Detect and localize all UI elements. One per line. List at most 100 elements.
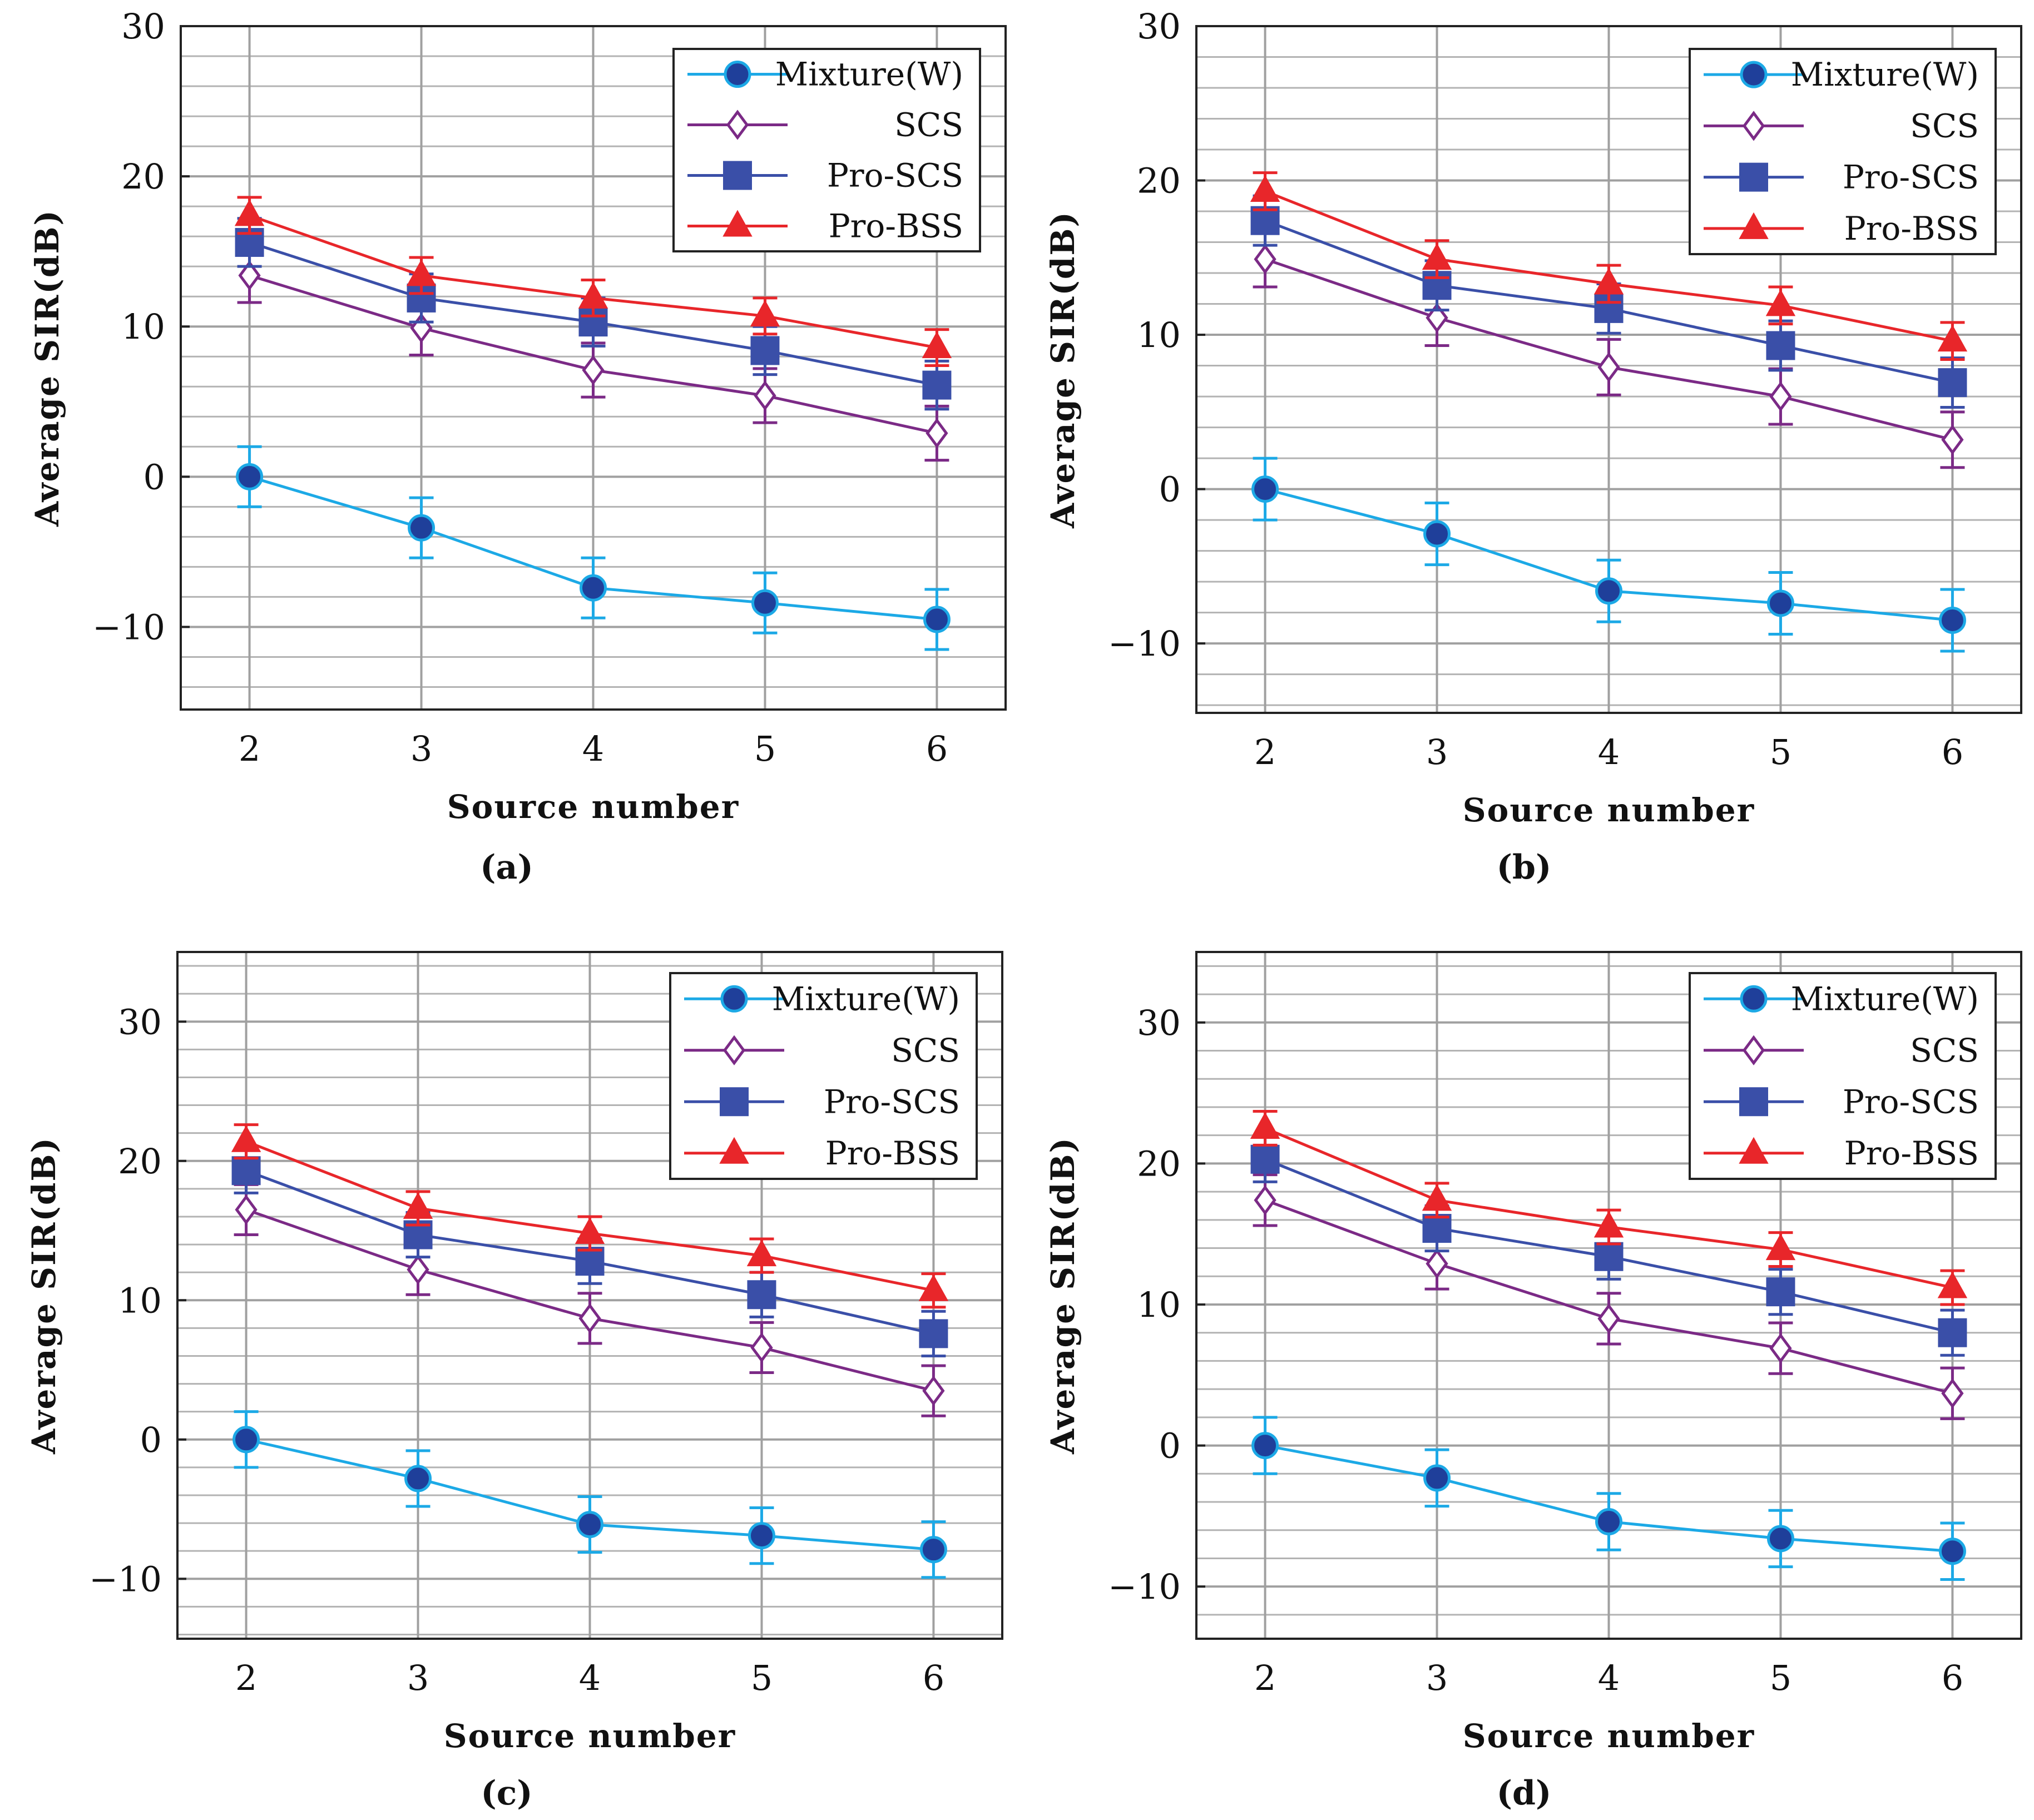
series-mixture	[232, 1410, 947, 1579]
data-point-square	[231, 1156, 261, 1186]
panel-caption: (a)	[480, 848, 533, 887]
series-pro-bss	[1250, 171, 1968, 361]
data-point-square	[575, 1247, 605, 1276]
legend-entry-scs: SCS	[1704, 1032, 1979, 1069]
legend: Mixture(W) SCS Pro-SCS Pro-BSS	[672, 48, 981, 252]
legend-marker-diamond	[726, 110, 749, 140]
data-point-triangle	[1937, 1271, 1968, 1298]
legend-entry-scs: SCS	[687, 106, 963, 144]
series-mixture	[1251, 1416, 1966, 1581]
x-tick-label: 6	[1942, 732, 1963, 772]
data-point-triangle	[1593, 1211, 1624, 1238]
chart-panel-c: −10 0 10 20 30 2 3 4 5 6 Source number Average SIR(…	[25, 951, 1003, 1813]
data-point-square	[1938, 1318, 1967, 1347]
data-point-diamond	[407, 1254, 429, 1285]
legend-entry-pro-scs: Pro-SCS	[1704, 1083, 1979, 1120]
data-point-triangle	[1422, 243, 1452, 270]
legend-entry-pro-scs: Pro-SCS	[684, 1083, 960, 1120]
data-point-triangle	[1937, 325, 1968, 352]
data-point-square	[1594, 1242, 1624, 1271]
data-point-triangle	[922, 331, 952, 359]
y-axis-label: Average SIR(dB)	[25, 1137, 63, 1455]
x-tick-label: 2	[235, 1658, 257, 1698]
y-axis-label: Average SIR(dB)	[1044, 211, 1082, 529]
x-tick-label: 2	[1254, 732, 1276, 772]
panel-caption: (b)	[1497, 848, 1552, 887]
x-tick-label: 5	[754, 728, 776, 769]
x-tick-label: 5	[751, 1658, 773, 1698]
legend-marker-diamond	[722, 1035, 746, 1065]
data-point-diamond	[754, 380, 776, 411]
data-point-triangle	[406, 259, 437, 286]
legend-label: Pro-BSS	[825, 1134, 960, 1172]
x-tick-label: 5	[1770, 732, 1791, 772]
legend-label: SCS	[894, 106, 963, 144]
legend-label: Pro-SCS	[1843, 158, 1979, 196]
x-tick-label: 6	[926, 728, 948, 769]
data-point-diamond	[1941, 1378, 1964, 1409]
x-tick-label: 4	[1598, 1658, 1620, 1698]
panel-caption: (c)	[481, 1774, 532, 1813]
data-point-diamond	[235, 1194, 258, 1225]
data-point-square	[1938, 368, 1967, 398]
legend-entry-pro-bss: Pro-BSS	[1704, 1134, 1979, 1172]
data-point-diamond	[1597, 352, 1620, 383]
series-mixture	[236, 445, 951, 651]
y-tick-label: 10	[121, 306, 165, 347]
data-point-diamond	[1769, 381, 1792, 412]
chart-panel-b: −10 0 10 20 30 2 3 4 5 6 Source number Average SIR(…	[1044, 6, 2022, 887]
legend-entry-mixture: Mixture(W)	[1704, 56, 1979, 93]
data-point-diamond	[750, 1332, 773, 1363]
x-tick-label: 5	[1770, 1658, 1791, 1698]
y-axis-label: Average SIR(dB)	[1044, 1137, 1082, 1455]
x-axis-label: Source number	[447, 788, 739, 826]
data-point-circle	[236, 463, 264, 490]
data-point-diamond	[1941, 424, 1964, 455]
data-point-triangle	[234, 199, 265, 226]
legend-label: Pro-BSS	[1844, 1134, 1979, 1172]
y-tick-label: 10	[118, 1280, 162, 1321]
y-tick-label: 20	[121, 156, 165, 197]
data-point-circle	[1766, 1525, 1794, 1553]
y-tick-label: 20	[118, 1141, 162, 1182]
series-pro-scs	[231, 1147, 948, 1357]
x-axis-label: Source number	[1463, 791, 1755, 829]
x-tick-label: 6	[923, 1658, 944, 1698]
series-mixture	[1251, 457, 1966, 653]
data-point-triangle	[918, 1274, 949, 1301]
data-point-circle	[748, 1522, 775, 1550]
chart-panel-d: −10 0 10 20 30 2 3 4 5 6 Source number Average SIR(…	[1044, 951, 2022, 1813]
legend-label: Pro-SCS	[1843, 1083, 1979, 1120]
legend-label: SCS	[891, 1032, 960, 1069]
legend-label: Pro-BSS	[1844, 210, 1979, 247]
y-tick-label: 0	[1159, 469, 1181, 510]
data-point-square	[1766, 331, 1795, 360]
y-tick-label: 0	[140, 1420, 162, 1460]
legend-label: Pro-SCS	[827, 157, 963, 195]
data-point-circle	[923, 606, 951, 633]
legend-box	[1689, 972, 1997, 1180]
legend-marker-triangle	[1739, 1137, 1769, 1164]
data-point-triangle	[575, 1217, 605, 1244]
x-tick-label: 4	[582, 728, 604, 769]
y-axis-label: Average SIR(dB)	[28, 209, 66, 527]
legend-marker-square	[723, 161, 752, 190]
data-point-circle	[408, 514, 435, 542]
legend-entry-mixture: Mixture(W)	[687, 56, 963, 93]
plot-frame	[1195, 25, 2022, 714]
data-point-circle	[1595, 1508, 1622, 1536]
data-point-circle	[576, 1511, 603, 1539]
y-tick-label: 30	[118, 1001, 162, 1042]
data-point-circle	[751, 589, 779, 617]
data-point-diamond	[578, 1303, 601, 1333]
data-point-circle	[404, 1465, 432, 1492]
data-point-square	[1766, 1277, 1795, 1307]
x-tick-label: 6	[1942, 1658, 1963, 1698]
x-tick-label: 3	[407, 1658, 429, 1698]
y-tick-label: −10	[1108, 1566, 1181, 1607]
data-point-diamond	[410, 313, 433, 344]
data-point-circle	[1251, 475, 1279, 503]
legend-box	[669, 972, 978, 1180]
y-tick-label: 30	[121, 6, 165, 47]
